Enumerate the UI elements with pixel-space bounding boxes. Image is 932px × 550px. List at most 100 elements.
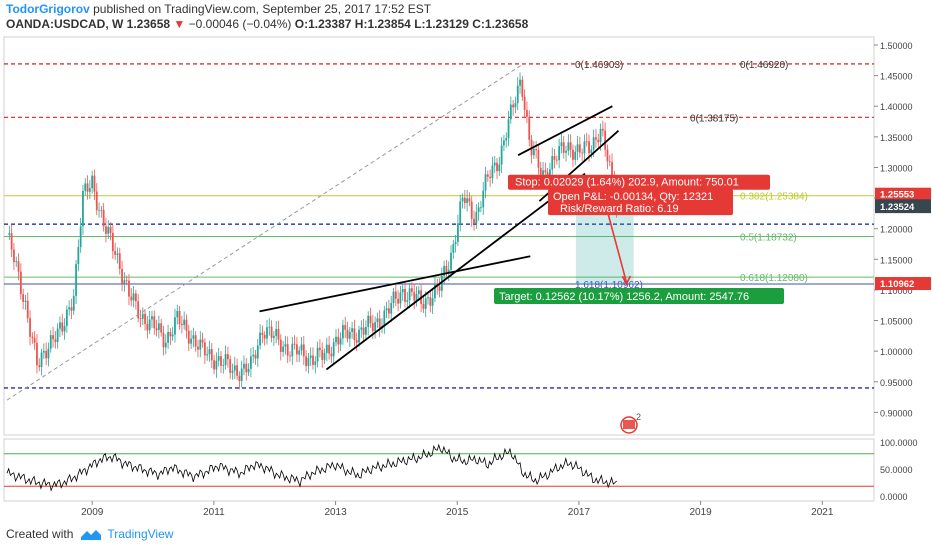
candle-body [376, 318, 379, 323]
price-badge-label: 1.10962 [880, 279, 914, 290]
candle-body [15, 261, 18, 263]
price-tick-label: 1.50000 [880, 41, 913, 51]
candle-body [29, 318, 31, 337]
stop-box [508, 174, 770, 190]
candle-body [114, 251, 117, 255]
trend-lines[interactable] [6, 62, 620, 401]
candle-body [291, 343, 294, 357]
candle-body [298, 350, 301, 355]
candle-body [608, 161, 611, 163]
candle-body [562, 142, 565, 153]
arrow-head-icon [621, 275, 632, 286]
candle-body [473, 218, 475, 224]
candle-body [399, 292, 402, 304]
candle-body [475, 212, 478, 224]
candle-body [443, 266, 446, 276]
candle-body [489, 176, 492, 179]
last-price: 1.23658 [126, 17, 171, 31]
candle-body [40, 352, 43, 368]
trend-line-lower [325, 172, 586, 371]
candle-body [8, 233, 11, 235]
candle-body [243, 363, 245, 369]
candle-body [509, 104, 512, 120]
candle-body [480, 207, 482, 209]
events-icon[interactable]: 2 [620, 412, 641, 434]
time-tick-label: 2009 [81, 507, 104, 518]
candle-body [187, 330, 190, 344]
level-label: 0.382(1.25384) [740, 192, 808, 203]
ohlc-high: H:1.23854 [354, 17, 411, 31]
down-arrow-icon: ▼ [173, 17, 186, 31]
candle-body [406, 300, 409, 302]
candle-body [88, 188, 91, 192]
candle-body [277, 328, 280, 340]
author-link[interactable]: TodorGrigorov [6, 2, 90, 16]
candle-body [215, 360, 218, 370]
candle-body [583, 141, 586, 154]
candle-body [45, 350, 48, 359]
tradingview-brand[interactable]: TradingView [107, 527, 174, 541]
candle-body [231, 370, 234, 373]
candle-body [82, 190, 84, 227]
candle-body [180, 323, 183, 325]
candle-body [167, 332, 169, 343]
time-tick-label: 2021 [811, 507, 834, 518]
price-badge [875, 277, 931, 291]
price-tick-label: 1.20000 [880, 225, 913, 235]
candle-body [107, 226, 110, 234]
candle-body [523, 96, 526, 111]
pnl-box [548, 189, 733, 216]
symbol-label[interactable]: OANDA:USDCAD, W [6, 17, 124, 31]
time-tick-label: 2017 [568, 507, 591, 518]
candle-body [178, 311, 181, 324]
candle-body [245, 363, 248, 373]
rsi-line [6, 443, 617, 492]
candle-body [259, 332, 261, 346]
candle-body [397, 298, 400, 304]
candle-body [144, 313, 146, 324]
candle-body [121, 268, 123, 284]
candle-body [551, 156, 554, 170]
price-badge [875, 200, 931, 214]
candle-body [348, 331, 351, 339]
candle-body [263, 334, 266, 339]
candle-body [367, 315, 370, 328]
time-tick-label: 2019 [689, 507, 712, 518]
short-position-tool[interactable]: Stop: 0.02029 (1.64%) 202.9, Amount: 750… [494, 174, 784, 305]
candle-body [592, 137, 595, 150]
candle-body [210, 349, 213, 361]
candle-body [252, 354, 255, 357]
price-tick-label: 1.10000 [880, 286, 913, 296]
candle-body [72, 295, 75, 311]
candle-body [77, 247, 80, 265]
target-zone [575, 207, 634, 285]
candle-body [157, 323, 160, 331]
candle-body [316, 347, 319, 362]
candle-body [153, 316, 156, 329]
candle-body [197, 346, 199, 350]
candle-body [141, 313, 144, 319]
pnl-text: Open P&L: -0.00134, Qty: 12321 [553, 191, 713, 203]
candle-body [597, 139, 600, 143]
candle-body [374, 322, 377, 332]
candle-body [484, 174, 487, 191]
candle-body [606, 149, 609, 162]
candle-body [206, 354, 209, 356]
candle-body [452, 243, 455, 253]
candle-body [93, 175, 96, 192]
price-tick-label: 0.90000 [880, 408, 913, 418]
candle-body [148, 319, 151, 331]
candle-body [431, 298, 434, 306]
candle-body [293, 343, 296, 345]
candle-body [358, 329, 360, 343]
candle-body [65, 309, 68, 326]
candle-body [111, 232, 114, 252]
candle-body [272, 335, 275, 338]
candle-body [24, 300, 27, 302]
candle-body [496, 162, 498, 172]
level-label: 0(1.46903) [575, 60, 623, 71]
candle-body [130, 296, 133, 301]
candle-body [560, 142, 563, 147]
candle-body [160, 323, 163, 333]
